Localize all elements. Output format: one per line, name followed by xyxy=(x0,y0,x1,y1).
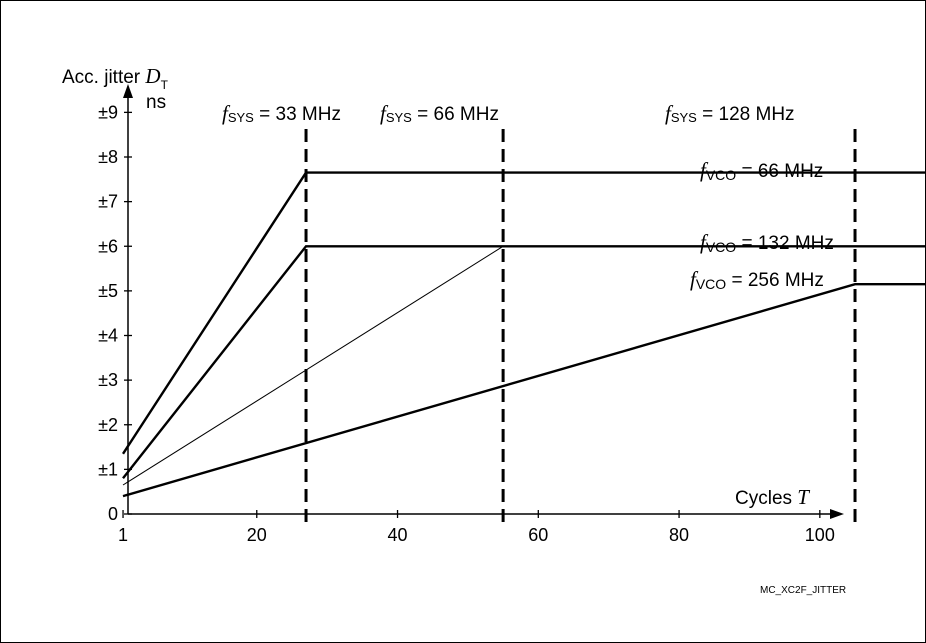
y-tick-label: ±7 xyxy=(98,192,118,212)
vline-label-33mhz: fSYS = 33 MHz xyxy=(222,101,341,125)
series-label-132mhz: fVCO = 132 MHz xyxy=(700,230,834,255)
y-axis-unit: ns xyxy=(146,92,166,113)
y-tick-label: ±6 xyxy=(98,236,118,256)
x-tick-label: 80 xyxy=(669,525,689,545)
y-tick-label: 0 xyxy=(108,504,118,524)
series-line xyxy=(122,245,926,480)
x-tick-label: 40 xyxy=(388,525,408,545)
series-label-66mhz: fVCO = 66 MHz xyxy=(700,158,823,183)
y-tick-label: ±9 xyxy=(98,102,118,122)
figure-code: MC_XC2F_JITTER xyxy=(760,585,846,596)
y-tick-label: ±2 xyxy=(98,415,118,435)
series-label-256mhz: fVCO = 256 MHz xyxy=(690,267,824,292)
x-axis-title: Cycles T xyxy=(735,485,810,509)
y-axis-arrow xyxy=(123,84,133,98)
y-tick-label: ±1 xyxy=(98,459,118,479)
y-tick-label: ±5 xyxy=(98,281,118,301)
x-tick-label: 20 xyxy=(247,525,267,545)
series-line xyxy=(121,171,926,455)
x-tick-label: 1 xyxy=(118,525,128,545)
x-tick-label: 100 xyxy=(805,525,835,545)
y-tick-label: ±4 xyxy=(98,326,118,346)
y-tick-label: ±3 xyxy=(98,370,118,390)
series-line xyxy=(122,283,926,498)
vline-label-66mhz: fSYS = 66 MHz xyxy=(380,101,499,125)
y-tick-label: ±8 xyxy=(98,147,118,167)
y-axis-title: Acc. jitter DT xyxy=(62,64,169,92)
x-tick-label: 60 xyxy=(528,525,548,545)
x-axis-arrow xyxy=(830,509,844,519)
series-line xyxy=(122,245,504,486)
vline-label-128mhz: fSYS = 128 MHz xyxy=(665,101,795,125)
